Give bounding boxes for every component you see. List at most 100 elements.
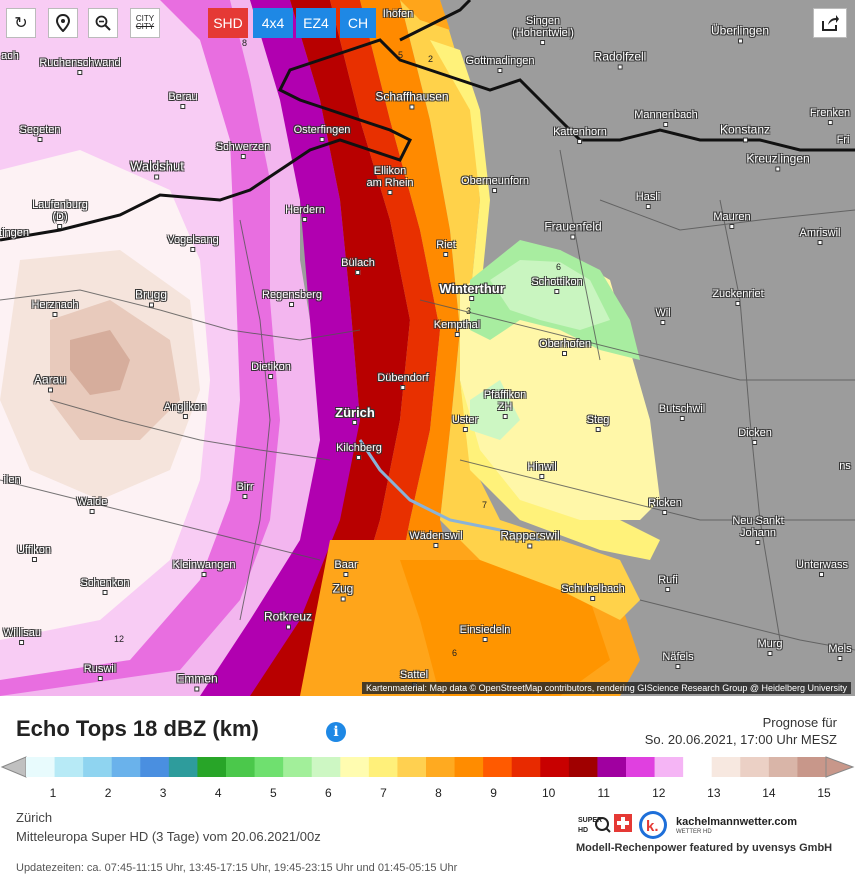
scale-tick-label: 5 bbox=[269, 786, 277, 800]
city-label: Vogelsang bbox=[167, 234, 219, 252]
city-label: Hasli bbox=[636, 191, 660, 209]
city-label: Näfels bbox=[662, 651, 694, 669]
model-button-ez4[interactable]: EZ4 bbox=[296, 8, 336, 38]
scale-cell bbox=[168, 757, 198, 777]
city-label: Brugg bbox=[135, 289, 167, 308]
contour-label: 6 bbox=[556, 262, 562, 272]
city-toggle-button[interactable]: CITY CITY bbox=[130, 8, 160, 38]
city-label: Hinwil bbox=[527, 461, 557, 479]
city-label: Einsiedeln bbox=[460, 624, 510, 642]
forecast-info: Prognose für So. 20.06.2021, 17:00 Uhr M… bbox=[645, 714, 837, 748]
scale-tick-label: 14 bbox=[762, 786, 776, 800]
scale-cell bbox=[626, 757, 656, 777]
city-label: Überlingen bbox=[711, 25, 769, 44]
svg-text:HD: HD bbox=[578, 827, 588, 834]
city-label: ach bbox=[1, 50, 19, 62]
scale-cell bbox=[740, 757, 770, 777]
scale-tick-label: 3 bbox=[159, 786, 167, 800]
scale-tick-label: 7 bbox=[380, 786, 387, 800]
city-label: Ricken bbox=[648, 497, 682, 515]
scale-cell bbox=[54, 757, 84, 777]
city-label: tingen bbox=[0, 227, 29, 239]
contour-label: 3 bbox=[466, 306, 472, 316]
city-label: Dübendorf bbox=[377, 372, 429, 390]
info-icon[interactable]: i bbox=[326, 722, 346, 742]
city-label: Birr bbox=[236, 481, 254, 499]
city-label: Butschwil bbox=[659, 403, 705, 421]
city-label: Kempthal bbox=[434, 319, 480, 337]
map-attribution: Kartenmaterial: Map data © OpenStreetMap… bbox=[362, 682, 851, 694]
scale-cell bbox=[454, 757, 484, 777]
city-label: Oberneunforn bbox=[461, 175, 529, 193]
radar-map[interactable]: ↻ CITY CITY SHD 4x4 EZ4 CH 8 5 2 3 6 7 6… bbox=[0, 0, 855, 696]
scale-cell bbox=[26, 757, 56, 777]
share-button[interactable] bbox=[813, 8, 847, 38]
model-label: Mitteleuropa Super HD (3 Tage) vom 20.06… bbox=[16, 829, 321, 844]
reload-button[interactable]: ↻ bbox=[6, 8, 36, 38]
powered-by: Modell-Rechenpower featured by uvensys G… bbox=[576, 842, 833, 854]
scale-tick-label: 6 bbox=[325, 786, 332, 800]
svg-text:k.: k. bbox=[646, 818, 659, 835]
city-label: Pfäffikon ZH bbox=[484, 389, 526, 419]
city-label: Schwerzen bbox=[216, 141, 270, 159]
city-label: Wil bbox=[655, 307, 671, 325]
contour-label: 8 bbox=[242, 38, 248, 48]
city-label: Ihöfen bbox=[382, 8, 414, 20]
city-label: Kreuzlingen bbox=[746, 153, 810, 172]
scale-cell bbox=[797, 757, 827, 777]
scale-cell bbox=[254, 757, 284, 777]
reload-icon: ↻ bbox=[14, 15, 28, 32]
location-button[interactable] bbox=[48, 8, 78, 38]
scale-right-arrow bbox=[825, 756, 855, 778]
city-label: Willisau bbox=[3, 627, 41, 645]
scale-cell bbox=[111, 757, 141, 777]
scale-cell bbox=[511, 757, 541, 777]
scale-cell bbox=[340, 757, 370, 777]
scale-cell bbox=[283, 757, 313, 777]
scale-cell bbox=[83, 757, 113, 777]
city-label: Fri bbox=[836, 134, 850, 146]
city-label: Emmen bbox=[176, 673, 218, 692]
city-label: Wädenswil bbox=[409, 530, 463, 548]
echo-tops-layer bbox=[0, 0, 855, 696]
city-label: Murg bbox=[757, 638, 783, 656]
scale-cell bbox=[426, 757, 456, 777]
city-label: Waldshut bbox=[130, 160, 184, 180]
scale-tick-label: 13 bbox=[707, 786, 721, 800]
scale-cell bbox=[711, 757, 741, 777]
city-label: Laufenburg (D) bbox=[32, 199, 88, 229]
scale-cell bbox=[197, 757, 227, 777]
scale-cell bbox=[597, 757, 627, 777]
forecast-time: So. 20.06.2021, 17:00 Uhr MESZ bbox=[644, 732, 837, 747]
city-label: Rapperswil bbox=[500, 530, 560, 549]
model-button-ch[interactable]: CH bbox=[340, 8, 376, 38]
city-label: Mauren bbox=[713, 211, 751, 229]
city-label: Uster bbox=[452, 414, 478, 432]
scale-cell bbox=[397, 757, 427, 777]
city-label: Frauenfeld bbox=[544, 221, 602, 240]
scale-tick-label: 15 bbox=[817, 786, 831, 800]
contour-label: 12 bbox=[114, 634, 125, 644]
zoom-out-button[interactable] bbox=[88, 8, 118, 38]
scale-cell bbox=[683, 757, 713, 777]
city-label: Anglikon bbox=[164, 401, 206, 419]
city-label: Steg bbox=[587, 414, 609, 432]
city-label: Baar bbox=[334, 559, 358, 577]
city-label: Herdern bbox=[285, 204, 325, 222]
scale-cell bbox=[568, 757, 598, 777]
city-label: Zuckenriet bbox=[712, 288, 764, 306]
model-button-4x4[interactable]: 4x4 bbox=[253, 8, 293, 38]
scale-cell bbox=[540, 757, 570, 777]
city-label: Schaffhausen bbox=[375, 91, 449, 110]
model-button-shd[interactable]: SHD bbox=[208, 8, 248, 38]
scale-tick-label: 9 bbox=[490, 786, 497, 800]
scale-cell bbox=[654, 757, 684, 777]
forecast-label: Prognose für bbox=[762, 715, 837, 730]
city-label: ilen bbox=[3, 474, 21, 486]
city-label: Mannenbach bbox=[634, 109, 698, 127]
city-label: Rotkreuz bbox=[264, 611, 312, 630]
city-label: Frenken bbox=[810, 107, 850, 125]
share-icon bbox=[822, 15, 839, 31]
brand-logo: SUPER HD k. bbox=[578, 811, 667, 839]
location-label: Zürich bbox=[16, 810, 53, 825]
